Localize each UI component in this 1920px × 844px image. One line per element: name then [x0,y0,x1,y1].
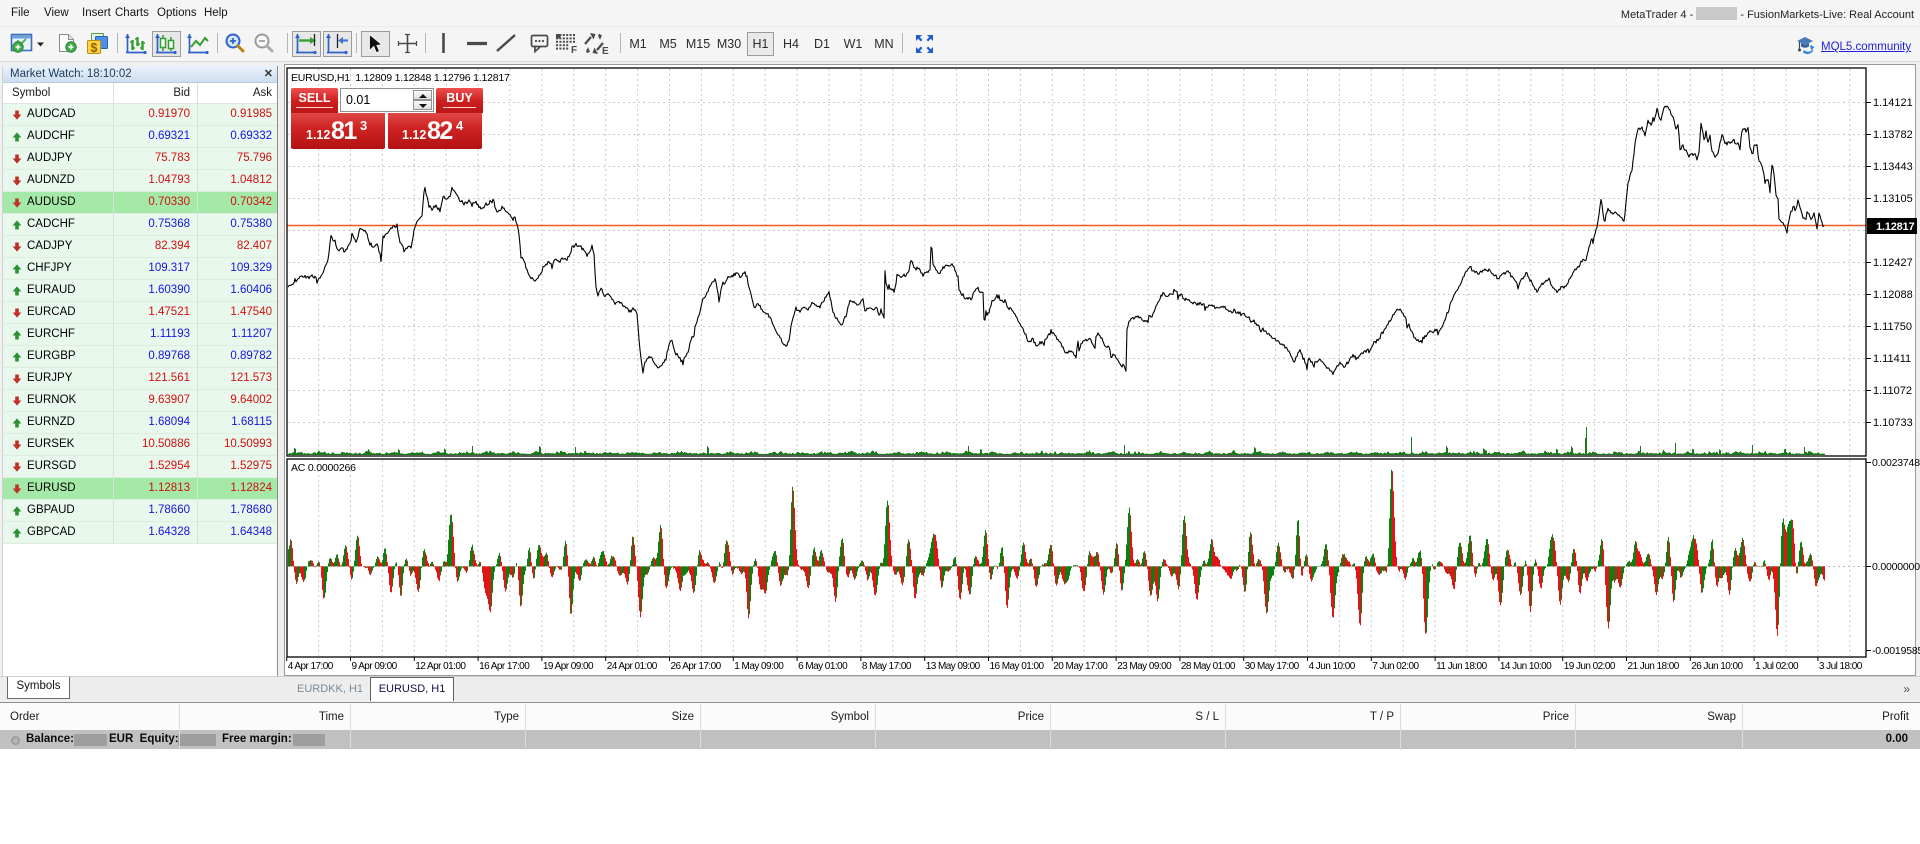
svg-text:8 May 17:00: 8 May 17:00 [862,661,912,672]
svg-text:7 Jun 02:00: 7 Jun 02:00 [1372,661,1419,672]
svg-text:13 May 09:00: 13 May 09:00 [926,661,981,672]
svg-text:20 May 17:00: 20 May 17:00 [1053,661,1108,672]
svg-text:D1: D1 [814,37,830,51]
svg-text:30 May 17:00: 30 May 17:00 [1245,661,1300,672]
svg-text:9 Apr 09:00: 9 Apr 09:00 [352,661,398,672]
svg-text:1.13443: 1.13443 [1873,161,1913,173]
svg-text:16 Apr 17:00: 16 Apr 17:00 [479,661,530,672]
svg-text:4 Jun 10:00: 4 Jun 10:00 [1309,661,1356,672]
svg-text:M1: M1 [629,37,646,51]
svg-text:-0.0019585: -0.0019585 [1872,645,1920,657]
svg-text:16 May 01:00: 16 May 01:00 [990,661,1045,672]
svg-text:19 Apr 09:00: 19 Apr 09:00 [543,661,594,672]
svg-text:1.11750: 1.11750 [1873,321,1912,333]
svg-text:1.13105: 1.13105 [1873,193,1913,205]
svg-text:23 May 09:00: 23 May 09:00 [1117,661,1172,672]
svg-text:3 Jul 18:00: 3 Jul 18:00 [1819,661,1863,672]
svg-text:1.12427: 1.12427 [1873,257,1913,269]
svg-text:M30: M30 [717,37,741,51]
svg-text:E: E [602,46,609,57]
svg-text:14 Jun 10:00: 14 Jun 10:00 [1500,661,1552,672]
svg-text:MN: MN [874,37,893,51]
svg-text:24 Apr 01:00: 24 Apr 01:00 [607,661,658,672]
svg-text:21 Jun 18:00: 21 Jun 18:00 [1628,661,1680,672]
svg-text:1.10733: 1.10733 [1873,417,1913,429]
svg-text:11 Jun 18:00: 11 Jun 18:00 [1436,661,1487,672]
svg-text:6 May 01:00: 6 May 01:00 [798,661,848,672]
svg-text:26 Apr 17:00: 26 Apr 17:00 [671,661,722,672]
svg-text:H1: H1 [753,37,769,51]
svg-text:28 May 01:00: 28 May 01:00 [1181,661,1236,672]
svg-text:4 Apr 17:00: 4 Apr 17:00 [288,661,334,672]
svg-text:0.0000000: 0.0000000 [1872,561,1920,573]
svg-text:26 Jun 10:00: 26 Jun 10:00 [1691,661,1743,672]
svg-text:1.13782: 1.13782 [1873,129,1913,141]
svg-text:1.11072: 1.11072 [1873,385,1912,397]
svg-text:F: F [571,45,577,56]
svg-text:H4: H4 [783,37,799,51]
svg-text:1 May 09:00: 1 May 09:00 [734,661,784,672]
svg-text:M5: M5 [659,37,676,51]
svg-text:M15: M15 [686,37,710,51]
svg-text:$: $ [91,41,98,55]
svg-text:1.12817: 1.12817 [1876,221,1914,233]
svg-text:12 Apr 01:00: 12 Apr 01:00 [415,661,466,672]
svg-text:1.12088: 1.12088 [1873,289,1913,301]
svg-text:0.0023748: 0.0023748 [1872,457,1920,469]
svg-text:1 Jul 02:00: 1 Jul 02:00 [1755,661,1799,672]
svg-text:1.11411: 1.11411 [1873,353,1911,365]
svg-text:W1: W1 [844,37,863,51]
svg-text:1.14121: 1.14121 [1873,97,1913,109]
svg-text:19 Jun 02:00: 19 Jun 02:00 [1564,661,1616,672]
